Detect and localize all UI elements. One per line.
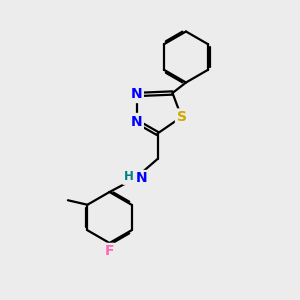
Text: F: F [105, 244, 114, 258]
Text: N: N [131, 88, 142, 101]
Text: H: H [124, 170, 133, 184]
Text: N: N [136, 172, 147, 185]
Text: S: S [176, 110, 187, 124]
Text: N: N [131, 115, 142, 128]
